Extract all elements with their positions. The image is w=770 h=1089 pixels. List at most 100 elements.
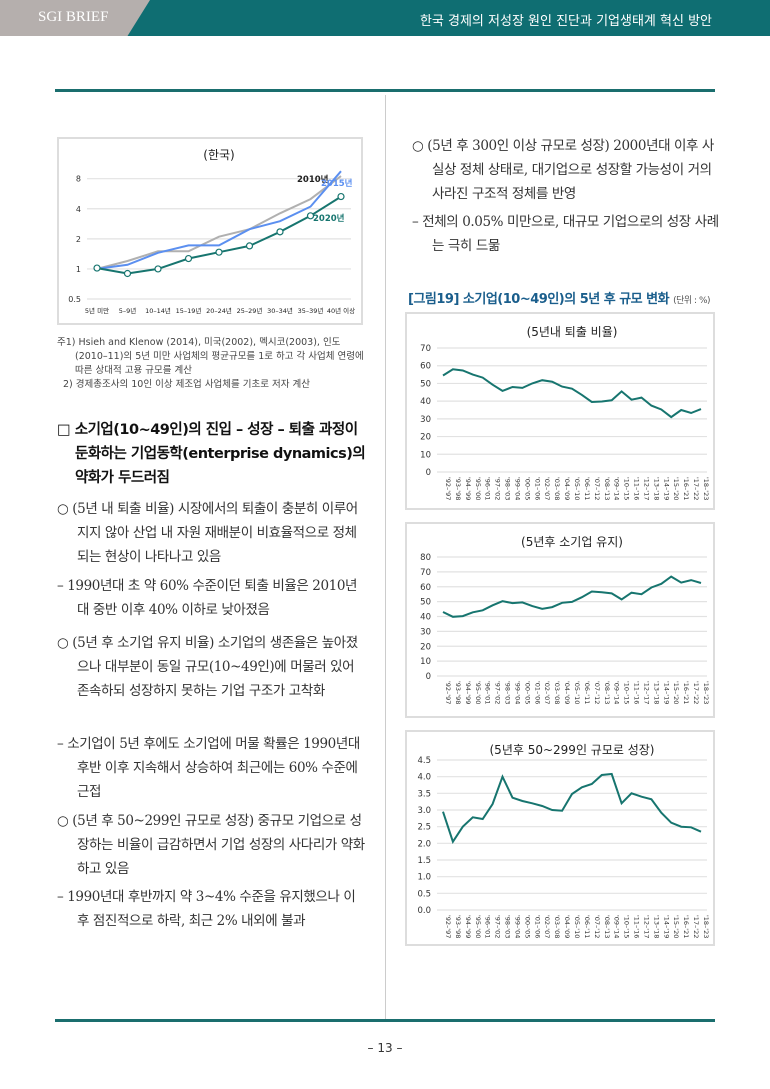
paragraph: ○ (5년 후 50~299인 규모로 성장) 중규모 기업으로 성장하는 비율… [57, 813, 365, 877]
paragraph: – 소기업이 5년 후에도 소기업에 머물 확률은 1990년대 후반 이후 지… [57, 736, 360, 800]
x-tick-label: '09–'14 [613, 915, 621, 938]
data-point [276, 228, 284, 236]
y-tick-label: 1.5 [417, 856, 431, 866]
data-point [154, 265, 162, 273]
figure-unit: (단위 : %) [673, 296, 711, 306]
y-tick-label: 4.0 [417, 773, 431, 783]
x-tick-label: '17–'22 [692, 681, 700, 704]
chart-title: (5년후 50~299인 규모로 성장) [490, 743, 655, 757]
x-tick-label: '05–'10 [573, 477, 581, 500]
y-tick-label: 10 [420, 657, 431, 667]
paragraph: – 1990년대 초 약 60% 수준이던 퇴출 비율은 2010년대 중반 이… [57, 578, 358, 618]
x-tick-label: '06–'11 [583, 681, 591, 704]
paragraph: – 전체의 0.05% 미만으로, 대규모 기업으로의 성장 사례는 극히 드묾 [412, 214, 719, 254]
x-tick-label: '97–'02 [494, 915, 502, 938]
x-tick-label: '01–'06 [533, 477, 541, 500]
paragraph: ○ (5년 내 퇴출 비율) 시장에서의 퇴출이 충분히 이루어지지 않아 산업… [57, 501, 358, 565]
x-tick-label: '04–'09 [563, 477, 571, 500]
x-tick-label: '97–'02 [494, 681, 502, 704]
x-tick-label: 5–9년 [119, 306, 137, 315]
series-label: 2010년 [297, 174, 329, 185]
y-tick-label: 3.0 [417, 806, 431, 816]
y-tick-label: 50 [420, 379, 431, 389]
x-tick-label: '06–'11 [583, 915, 591, 938]
x-tick-label: '99–'04 [513, 681, 521, 704]
x-tick-label: '13–'18 [652, 915, 660, 938]
x-tick-label: '05–'10 [573, 915, 581, 938]
x-tick-label: '00–'05 [523, 915, 531, 938]
bottom-rule [55, 1019, 715, 1022]
y-tick-label: 4.5 [417, 756, 431, 766]
series-label: 2020년 [313, 213, 345, 224]
y-tick-label: 70 [420, 344, 431, 354]
y-tick-label: 20 [420, 433, 431, 443]
x-tick-label: '92–'97 [444, 681, 452, 704]
chart-growth-box: (5년후 50~299인 규모로 성장) 0.0 0.5 1.0 1.5 2.0 2.5 3.… [405, 730, 715, 946]
x-tick-label: '95–'00 [474, 477, 482, 500]
x-tick-label: '05–'10 [573, 681, 581, 704]
x-tick-label: '12–'17 [642, 681, 650, 704]
paragraph: ○ (5년 후 소기업 유지 비율) 소기업의 생존율은 높아졌으나 대부분이 … [57, 635, 358, 699]
x-tick-label: 40년 이상 [327, 306, 355, 315]
y-tick-label: 2 [76, 235, 81, 244]
y-tick-label: 4 [76, 205, 81, 214]
x-tick-label: '00–'05 [523, 681, 531, 704]
x-tick-label: '95–'00 [474, 681, 482, 704]
header-bar: SGI BRIEF 한국 경제의 저성장 원인 진단과 기업생태계 혁신 방안 [0, 0, 770, 36]
y-tick-label: 1 [76, 265, 81, 274]
x-tick-label: '04–'09 [563, 915, 571, 938]
x-tick-label: '98–'03 [504, 915, 512, 938]
y-tick-label: 80 [420, 553, 431, 563]
x-tick-label: '10–'15 [623, 915, 631, 938]
y-tick-label: 60 [420, 583, 431, 593]
x-tick-label: '18–'23 [702, 681, 710, 704]
data-point [245, 242, 254, 250]
x-tick-label: '02–'07 [543, 681, 551, 704]
x-tick-label: '12–'17 [642, 477, 650, 500]
x-tick-label: '93–'98 [454, 915, 462, 938]
footnotes: 주1) Hsieh and Klenow (2014), 미국(2002), 멕… [57, 336, 367, 392]
x-tick-label: '96–'01 [484, 681, 492, 704]
y-tick-label: 10 [420, 450, 431, 460]
x-tick-label: '18–'23 [702, 477, 710, 500]
data-point [184, 254, 193, 263]
report-title: 한국 경제의 저성장 원인 진단과 기업생태계 혁신 방안 [419, 14, 712, 29]
x-tick-label: 25–29년 [237, 306, 263, 315]
y-tick-label: 60 [420, 362, 431, 372]
chart-exit-box: (5년내 퇴출 비율) 0 10 20 30 40 50 60 70 '92–'97'93–'98… [405, 312, 715, 510]
chart-title: (5년후 소기업 유지) [521, 535, 623, 549]
y-tick-label: 1.0 [417, 873, 431, 883]
x-tick-label: '11–'16 [633, 477, 641, 500]
x-tick-label: '94–'99 [464, 681, 472, 704]
footnote-1: 주1) Hsieh and Klenow (2014), 미국(2002), 멕… [57, 337, 364, 376]
series-line [96, 170, 342, 270]
x-tick-label: '94–'99 [464, 477, 472, 500]
publication-name: SGI BRIEF [38, 9, 109, 25]
data-point [93, 264, 101, 272]
figure-title-text: [그림19] 소기업(10~49인)의 5년 후 규모 변화 [408, 292, 670, 307]
y-tick-label: 40 [420, 397, 431, 407]
x-tick-label: '15–'20 [672, 915, 680, 938]
x-tick-label: '15–'20 [672, 681, 680, 704]
series-line [96, 175, 342, 270]
x-tick-label: '08–'13 [603, 681, 611, 704]
y-tick-label: 2.5 [417, 823, 431, 833]
footnote-2: 2) 경제총조사의 10인 이상 제조업 사업체를 기초로 저자 계산 [63, 379, 311, 390]
x-tick-label: '16–'21 [682, 915, 690, 938]
x-tick-label: '16–'21 [682, 477, 690, 500]
x-tick-label: 5년 미만 [85, 306, 109, 315]
y-tick-label: 30 [420, 627, 431, 637]
x-tick-label: '04–'09 [563, 681, 571, 704]
x-tick-label: '17–'22 [692, 915, 700, 938]
x-tick-label: '07–'12 [593, 477, 601, 500]
x-tick-label: '18–'23 [702, 915, 710, 938]
data-point [306, 212, 315, 220]
x-tick-label: 10–14년 [145, 306, 171, 315]
top-rule [55, 89, 715, 92]
x-tick-label: '16–'21 [682, 681, 690, 704]
x-tick-label: '94–'99 [464, 915, 472, 938]
y-tick-label: 0 [426, 672, 431, 682]
data-point [123, 269, 132, 278]
column-divider [385, 95, 386, 1020]
x-tick-label: '96–'01 [484, 915, 492, 938]
